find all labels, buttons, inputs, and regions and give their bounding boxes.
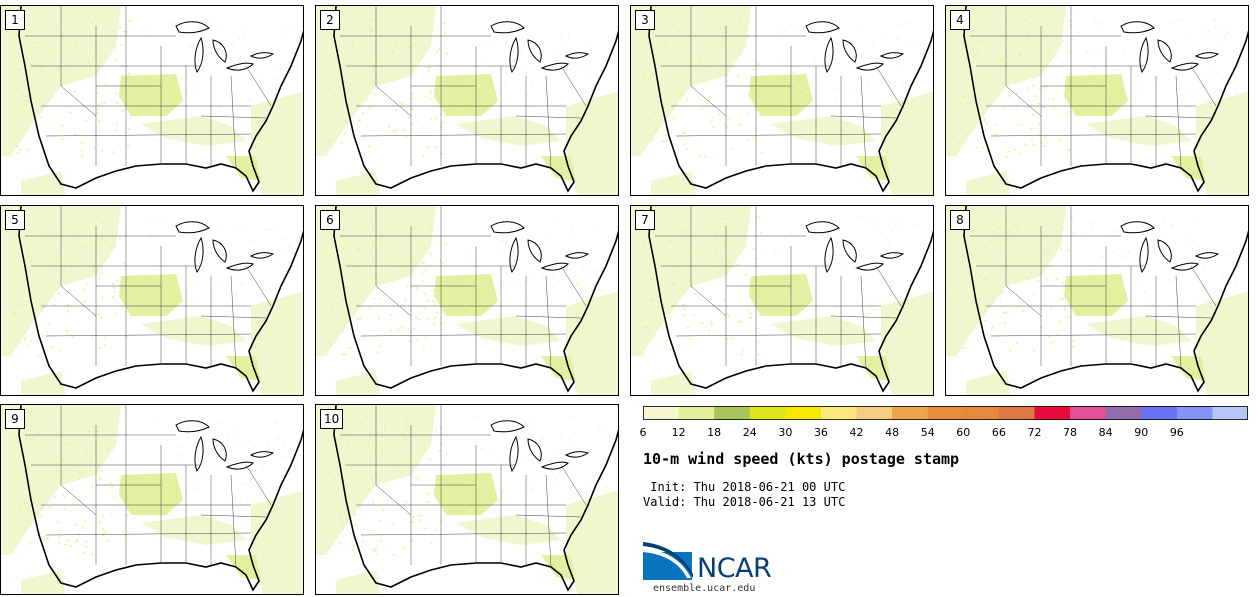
wind-speed-map	[1, 405, 303, 594]
colorbar-segment	[963, 406, 1000, 420]
ensemble-member-label: 5	[5, 210, 25, 230]
colorbar-tick-label: 72	[1027, 426, 1042, 439]
colorbar-tick-label: 60	[956, 426, 971, 439]
ensemble-member-label: 9	[5, 409, 25, 429]
postage-stamp-panel: 4	[945, 5, 1249, 196]
colorbar-tick-label: 54	[920, 426, 935, 439]
colorbar-tick-label: 12	[671, 426, 686, 439]
colorbar-segment	[998, 406, 1035, 420]
colorbar-segment	[1105, 406, 1142, 420]
ncar-logo-icon	[643, 542, 693, 580]
colorbar-tick-label: 84	[1098, 426, 1113, 439]
chart-title: 10-m wind speed (kts) postage stamp	[643, 450, 960, 468]
colorbar-tick-label: 24	[742, 426, 757, 439]
ensemble-member-label: 3	[635, 10, 655, 30]
ensemble-member-label: 1	[5, 10, 25, 30]
colorbar-tick-label: 42	[849, 426, 864, 439]
colorbar-tick-label: 78	[1063, 426, 1078, 439]
colorbar-tick-label: 36	[813, 426, 828, 439]
postage-stamp-panel: 3	[630, 5, 934, 196]
wind-speed-map	[946, 6, 1248, 195]
colorbar-tick-label: 96	[1169, 426, 1184, 439]
colorbar	[643, 406, 1248, 420]
wind-speed-map	[316, 405, 618, 594]
init-time: Init: Thu 2018-06-21 00 UTC	[643, 480, 846, 494]
colorbar-segment	[927, 406, 964, 420]
postage-stamp-panel: 8	[945, 205, 1249, 396]
colorbar-tick-label: 30	[778, 426, 793, 439]
wind-speed-map	[316, 6, 618, 195]
wind-speed-map	[631, 206, 933, 395]
colorbar-segment	[714, 406, 751, 420]
colorbar-segment	[820, 406, 858, 420]
postage-stamp-panel: 6	[315, 205, 619, 396]
colorbar-tick-label: 90	[1134, 426, 1149, 439]
colorbar-segment	[1141, 406, 1178, 420]
colorbar-segment	[678, 406, 715, 420]
ensemble-member-label: 2	[320, 10, 340, 30]
colorbar-tick-label: 48	[885, 426, 900, 439]
wind-speed-map	[1, 206, 303, 395]
colorbar-tick-label: 6	[639, 426, 647, 439]
postage-stamp-panel: 7	[630, 205, 934, 396]
postage-stamp-panel: 9	[0, 404, 304, 595]
colorbar-tick-label: 66	[991, 426, 1006, 439]
colorbar-segment	[892, 406, 929, 420]
colorbar-segment	[1176, 406, 1213, 420]
ncar-logo-text: NCAR	[697, 553, 772, 584]
wind-speed-map	[631, 6, 933, 195]
postage-stamp-panel: 5	[0, 205, 304, 396]
colorbar-segment	[785, 406, 822, 420]
colorbar-tick-label: 18	[707, 426, 722, 439]
colorbar-segment	[1070, 406, 1107, 420]
postage-stamp-panel: 2	[315, 5, 619, 196]
ensemble-member-label: 6	[320, 210, 340, 230]
colorbar-segment	[1034, 406, 1071, 420]
ensemble-member-label: 4	[950, 10, 970, 30]
postage-stamp-panel: 10	[315, 404, 619, 595]
wind-speed-map	[1, 6, 303, 195]
ensemble-member-label: 10	[320, 409, 344, 429]
colorbar-segment	[643, 406, 680, 420]
wind-speed-map	[946, 206, 1248, 395]
website-url: ensemble.ucar.edu	[653, 583, 756, 594]
ensemble-member-label: 8	[950, 210, 970, 230]
valid-time: Valid: Thu 2018-06-21 13 UTC	[643, 495, 846, 509]
colorbar-border	[643, 406, 1248, 420]
wind-speed-map	[316, 206, 618, 395]
ensemble-member-label: 7	[635, 210, 655, 230]
colorbar-segment	[749, 406, 786, 420]
colorbar-segment	[1212, 406, 1248, 420]
postage-stamp-panel: 1	[0, 5, 304, 196]
colorbar-segment	[856, 406, 893, 420]
